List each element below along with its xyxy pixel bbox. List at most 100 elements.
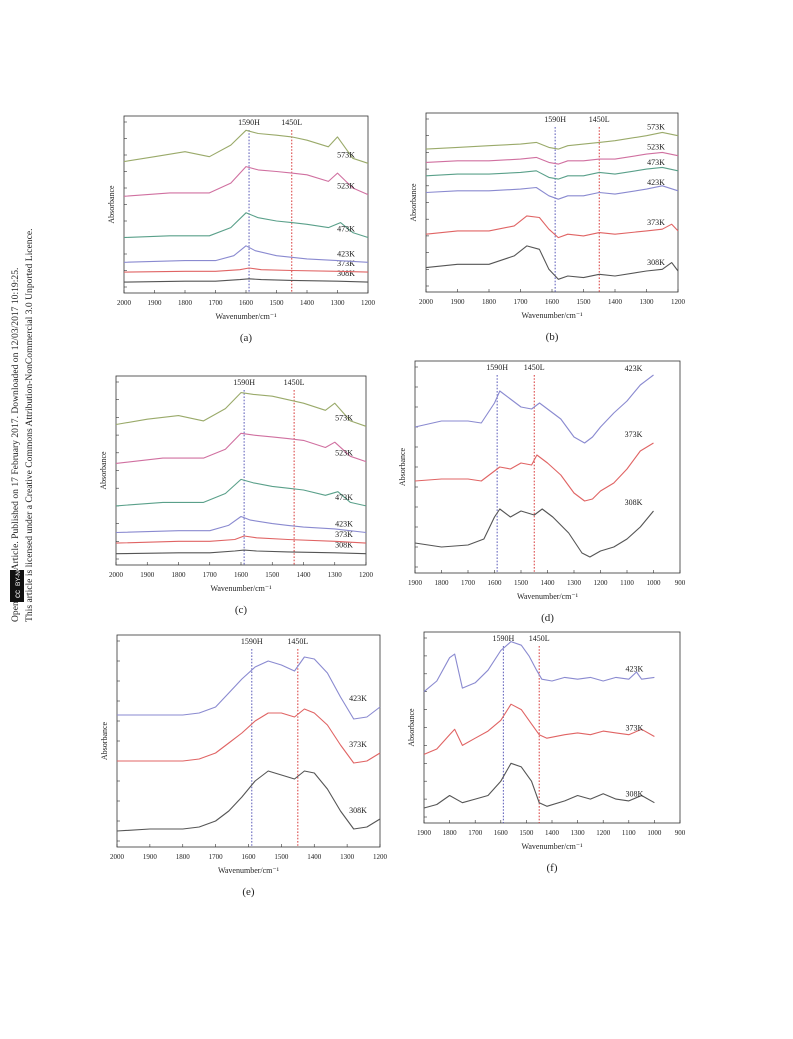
marker-label-1450L: 1450L xyxy=(524,363,545,372)
series-line-573K xyxy=(115,392,367,427)
series-line-373K xyxy=(117,708,381,764)
series-line-573K xyxy=(123,129,369,164)
plot-frame xyxy=(414,360,681,574)
series-line-423K xyxy=(117,656,381,720)
x-tick-label: 1900 xyxy=(408,579,423,587)
x-tick-label: 1400 xyxy=(541,579,556,587)
x-tick-label: 1200 xyxy=(671,298,686,306)
y-axis-label: Absorbance xyxy=(407,708,416,747)
y-axis-label: Absorbance xyxy=(100,721,109,760)
series-label-573K: 573K xyxy=(647,123,665,132)
x-tick-label: 1300 xyxy=(567,579,582,587)
series-line-423K xyxy=(425,185,679,200)
x-tick-label: 1400 xyxy=(608,298,623,306)
x-tick-label: 1300 xyxy=(328,571,343,579)
x-tick-label: 1500 xyxy=(270,299,285,307)
series-line-473K xyxy=(425,166,679,180)
series-line-308K xyxy=(115,549,367,555)
sidebar-line-1: Open Access Article. Published on 17 Feb… xyxy=(10,268,21,622)
series-label-423K: 423K xyxy=(647,178,665,187)
x-tick-label: 1400 xyxy=(300,299,315,307)
series-label-573K: 573K xyxy=(337,150,355,159)
marker-label-1450L: 1450L xyxy=(589,115,610,124)
x-tick-label: 1300 xyxy=(331,299,346,307)
x-tick-label: 1700 xyxy=(209,299,224,307)
y-axis-label: Absorbance xyxy=(409,183,418,222)
series-label-423K: 423K xyxy=(625,364,643,373)
series-line-308K xyxy=(425,245,679,280)
chart-panel-a: 2000 1900 1800 1700 1600 1500 1400 1300 1200 Wave… xyxy=(107,115,376,344)
x-tick-label: 2000 xyxy=(109,571,124,579)
series-label-423K: 423K xyxy=(626,664,644,673)
series-line-308K xyxy=(123,278,369,283)
x-tick-label: 1200 xyxy=(594,579,609,587)
series-label-373K: 373K xyxy=(349,740,367,749)
sidebar-line-2: This article is licensed under a Creativ… xyxy=(24,228,35,622)
marker-label-1590H: 1590H xyxy=(233,378,255,387)
series-label-523K: 523K xyxy=(647,143,665,152)
marker-label-1590H: 1590H xyxy=(238,118,260,127)
series-label-473K: 473K xyxy=(335,493,353,502)
x-tick-label: 1500 xyxy=(265,571,280,579)
y-axis-label: Absorbance xyxy=(107,185,116,224)
chart-panel-c: 2000 1900 1800 1700 1600 1500 1400 1300 1200 Wave… xyxy=(99,375,374,616)
y-axis-label: Absorbance xyxy=(99,451,108,490)
x-tick-label: 900 xyxy=(675,579,686,587)
series-label-308K: 308K xyxy=(647,258,665,267)
x-tick-label: 1600 xyxy=(488,579,503,587)
x-axis-label: Wavenumber/cm⁻¹ xyxy=(521,842,583,851)
x-tick-label: 1800 xyxy=(178,299,193,307)
x-tick-label: 1000 xyxy=(647,579,662,587)
series-label-308K: 308K xyxy=(625,498,643,507)
x-tick-label: 1800 xyxy=(482,298,497,306)
series-label-473K: 473K xyxy=(647,158,665,167)
x-tick-label: 1600 xyxy=(239,299,254,307)
series-line-523K xyxy=(115,432,367,464)
x-tick-label: 1900 xyxy=(143,853,158,861)
x-tick-label: 1800 xyxy=(172,571,187,579)
x-axis-label: Wavenumber/cm⁻¹ xyxy=(521,311,583,320)
x-tick-label: 1100 xyxy=(620,579,634,587)
marker-label-1450L: 1450L xyxy=(284,378,305,387)
marker-label-1590H: 1590H xyxy=(486,363,508,372)
x-tick-label: 1400 xyxy=(297,571,312,579)
x-tick-label: 1300 xyxy=(571,829,586,837)
x-tick-label: 1300 xyxy=(340,853,355,861)
x-tick-label: 1200 xyxy=(596,829,611,837)
series-label-373K: 373K xyxy=(647,218,665,227)
series-label-523K: 523K xyxy=(337,182,355,191)
x-axis-label: Wavenumber/cm⁻¹ xyxy=(215,312,277,321)
series-label-373K: 373K xyxy=(337,259,355,268)
x-tick-label: 1600 xyxy=(242,853,257,861)
x-tick-label: 1700 xyxy=(209,853,224,861)
series-label-308K: 308K xyxy=(349,806,367,815)
panel-caption: (e) xyxy=(242,886,255,898)
by-nc-badge-label: BY-NC xyxy=(15,566,22,586)
panel-caption: (a) xyxy=(240,332,253,344)
series-line-308K xyxy=(116,770,381,832)
series-label-308K: 308K xyxy=(337,269,355,278)
cc-license-badge[interactable]: cc BY-NC xyxy=(10,566,24,602)
series-label-308K: 308K xyxy=(335,541,353,550)
series-label-473K: 473K xyxy=(337,225,355,234)
x-axis-label: Wavenumber/cm⁻¹ xyxy=(210,584,272,593)
x-tick-label: 1200 xyxy=(361,299,376,307)
plot-frame xyxy=(123,115,369,294)
panel-caption: (c) xyxy=(235,604,248,616)
x-tick-label: 1800 xyxy=(176,853,191,861)
chart-panel-d: 1900 1800 1700 1600 1500 1400 1300 1200 1100 1000… xyxy=(398,360,686,624)
series-label-423K: 423K xyxy=(335,519,353,528)
x-tick-label: 2000 xyxy=(419,298,434,306)
x-tick-label: 1700 xyxy=(514,298,529,306)
marker-label-1590H: 1590H xyxy=(241,637,263,646)
series-line-373K xyxy=(115,535,367,544)
x-tick-label: 1600 xyxy=(545,298,560,306)
marker-label-1590H: 1590H xyxy=(492,634,514,643)
series-label-573K: 573K xyxy=(335,413,353,422)
series-line-573K xyxy=(425,131,679,150)
x-tick-label: 1700 xyxy=(461,579,476,587)
marker-label-1450L: 1450L xyxy=(281,118,302,127)
x-tick-label: 1500 xyxy=(514,579,529,587)
